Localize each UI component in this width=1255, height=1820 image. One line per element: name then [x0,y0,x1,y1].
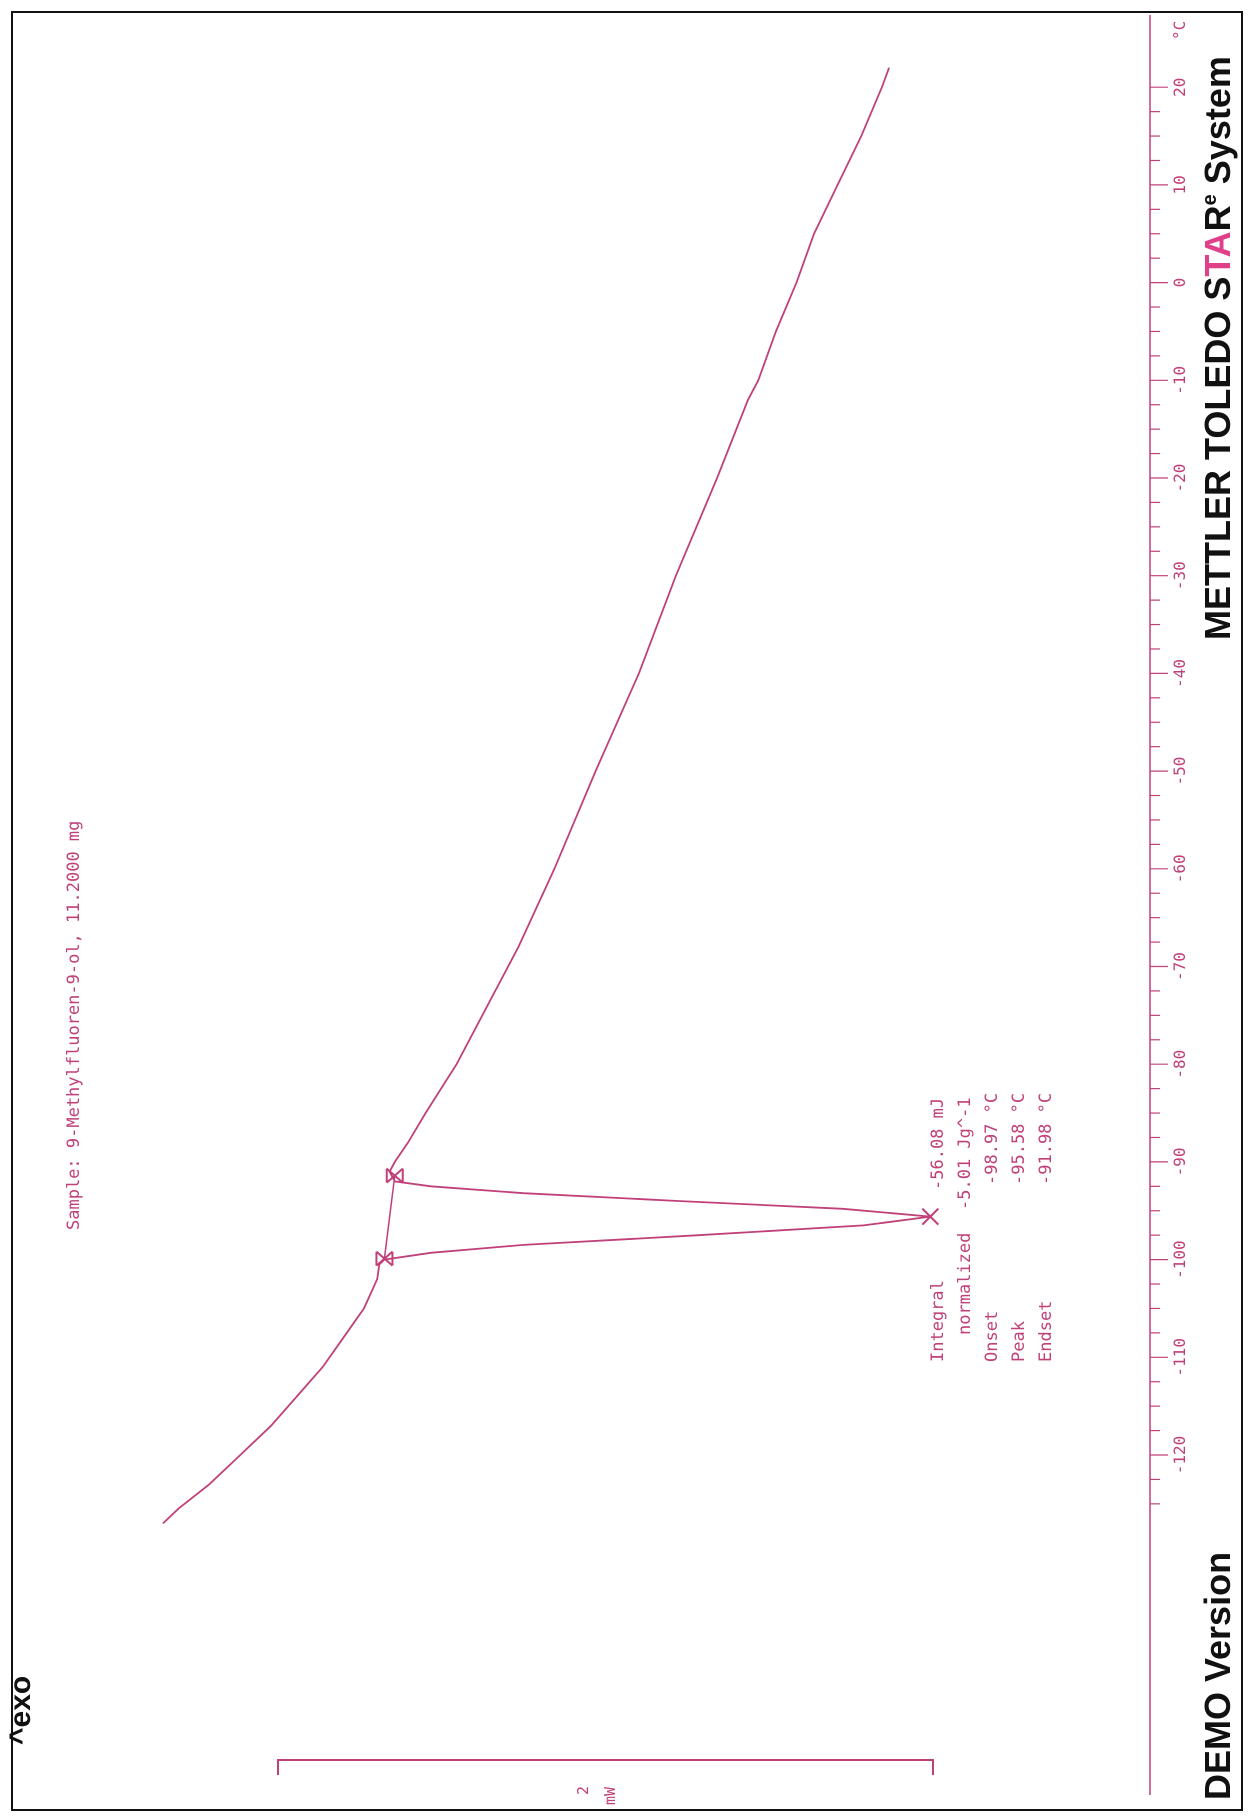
x-axis-unit: °C [1170,21,1189,40]
marker-group [375,1167,940,1267]
x-tick-label: -40 [1170,659,1189,688]
plot-frame [11,11,1243,1811]
result-integral-label: Integral [928,1280,948,1362]
dsc-trace-line [162,67,931,1525]
brand-s: S [1197,277,1238,301]
result-peak-value: -95.58 °C [1009,1093,1029,1185]
brand-a: A [1197,231,1238,257]
brand-sup: e [1199,194,1221,205]
result-normalized-label: normalized [955,1233,975,1335]
result-endset-value: -91.98 °C [1036,1093,1056,1185]
scale-bar-unit: mW [601,1786,619,1805]
result-onset-label: Onset [982,1311,1002,1362]
x-tick-label: 10 [1170,175,1189,194]
x-tick-label: -30 [1170,561,1189,590]
x-tick-label: -80 [1170,1050,1189,1079]
sample-label: Sample: 9-Methylfluoren-9-ol, 11.2000 mg [64,821,84,1230]
endset-marker [385,1167,404,1184]
result-peak-label: Peak [1009,1321,1029,1362]
x-axis-tick-labels: -120-110-100-90-80-70-60-50-40-30-20-100… [1170,78,1189,1475]
x-tick-label: 20 [1170,78,1189,97]
integration-baseline [383,1175,396,1259]
exo-label: ^exo [4,1676,37,1745]
result-integral-value: -56.08 mJ [928,1098,948,1190]
result-onset-value: -98.97 °C [982,1093,1002,1185]
results-table: Integral -56.08 mJ normalized -5.01 Jg^-… [928,1093,1056,1362]
peak-marker [921,1207,940,1226]
x-tick-label: 0 [1170,278,1189,288]
demo-version-label: DEMO Version [1197,1552,1238,1800]
x-axis-ticks [1150,86,1168,1505]
onset-marker [375,1250,394,1267]
scale-bar: 2 mW [277,1759,934,1805]
brand-tail: System [1197,56,1238,194]
scale-bar-value: 2 [574,1786,592,1795]
x-tick-label: -70 [1170,952,1189,981]
x-tick-label: -120 [1170,1436,1189,1475]
result-endset-label: Endset [1036,1301,1056,1362]
brand-main: METTLER TOLEDO [1197,301,1238,640]
x-tick-label: -20 [1170,464,1189,493]
brand-label: METTLER TOLEDO STARe System [1197,56,1238,640]
brand-t: T [1197,255,1238,277]
result-normalized-value: -5.01 Jg^-1 [955,1097,975,1210]
x-tick-label: -60 [1170,854,1189,883]
x-tick-label: -90 [1170,1147,1189,1176]
x-tick-label: -10 [1170,366,1189,395]
brand-r: R [1197,205,1238,231]
x-tick-label: -110 [1170,1338,1189,1377]
x-tick-label: -50 [1170,757,1189,786]
x-tick-label: -100 [1170,1240,1189,1279]
